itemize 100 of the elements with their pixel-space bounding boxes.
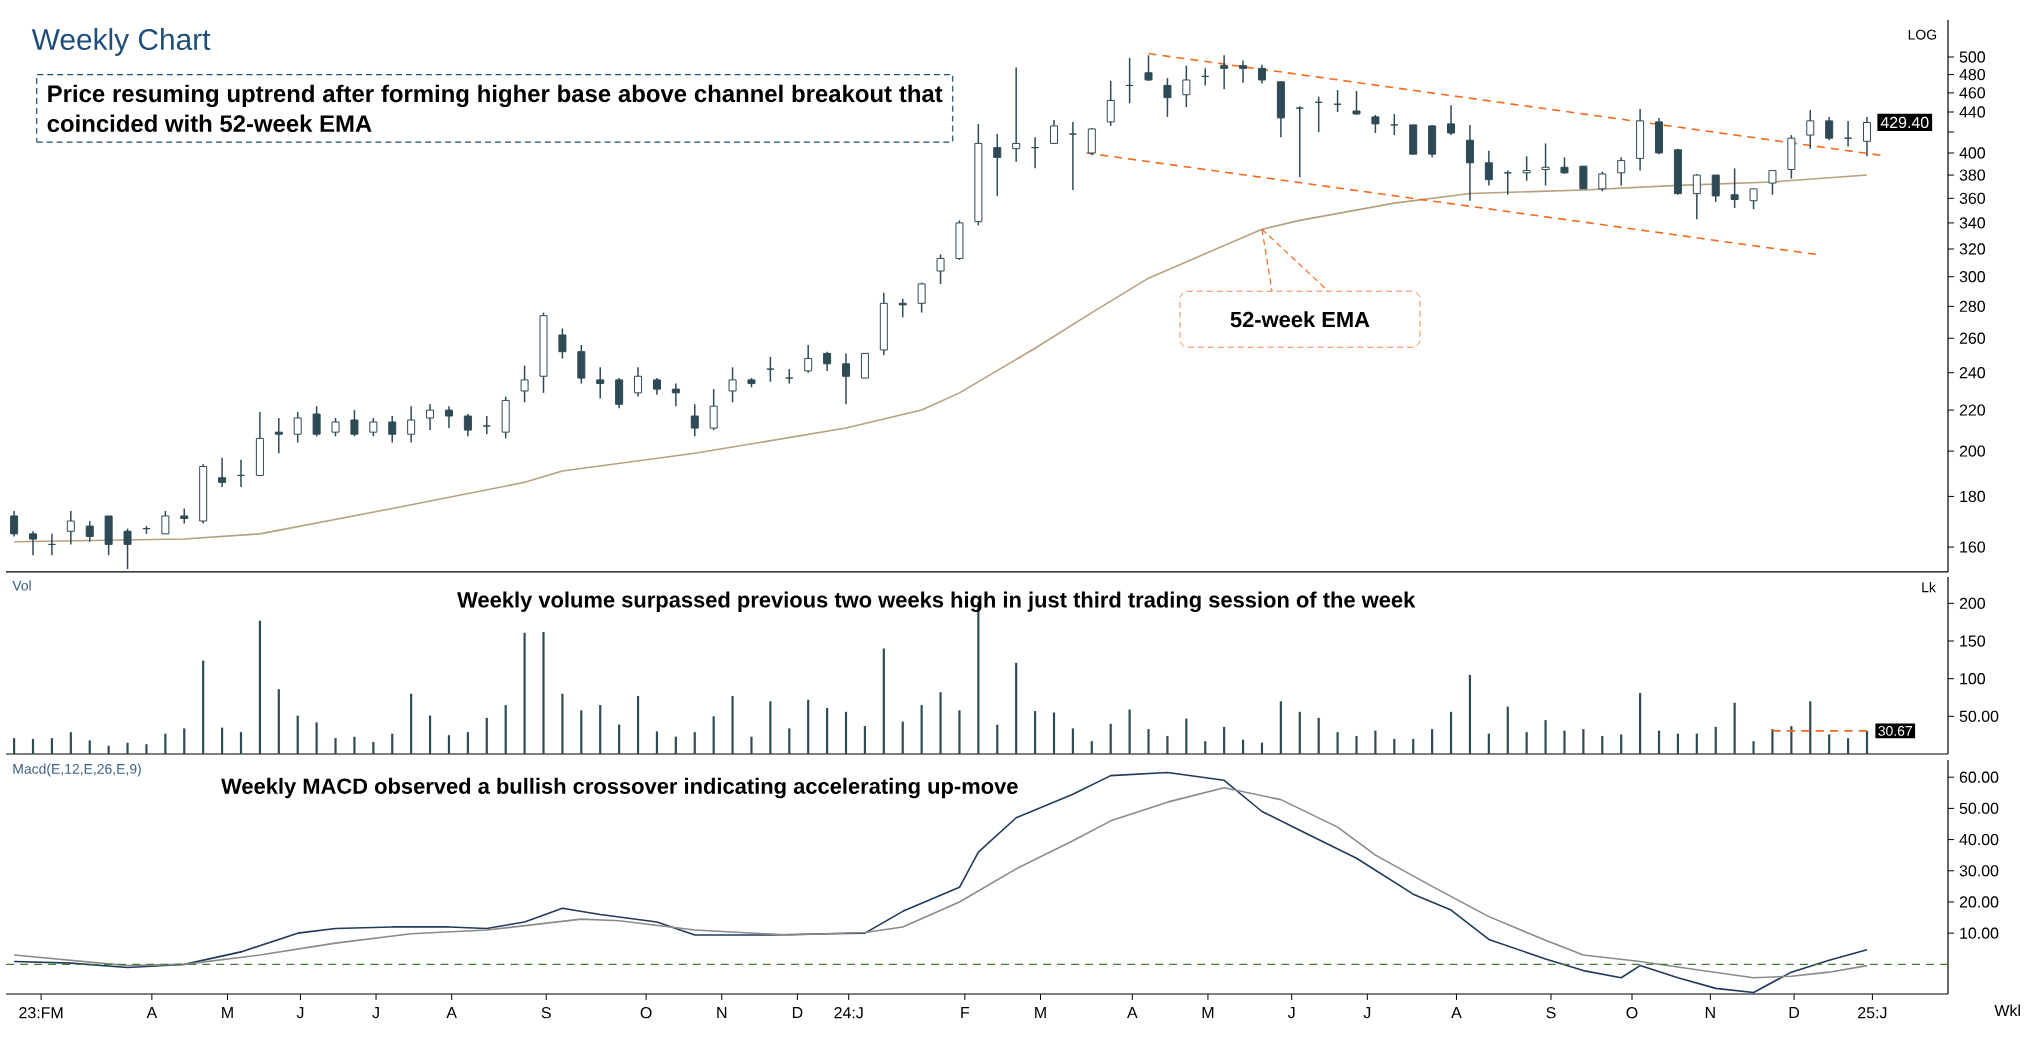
bar (1109, 723, 1112, 754)
candlestick (85, 520, 94, 543)
candlestick (1447, 104, 1456, 136)
bar (788, 728, 791, 754)
bar (258, 620, 261, 754)
bar (410, 693, 413, 754)
candlestick (388, 415, 397, 444)
bar (580, 710, 583, 754)
candlestick (1862, 116, 1871, 158)
x-tick-label: O (640, 1007, 652, 1019)
bar (145, 744, 148, 754)
candlestick (596, 366, 605, 400)
x-tick-label: D (1789, 1007, 1800, 1019)
bar (844, 711, 848, 754)
bar (1828, 734, 1831, 754)
candlestick (1106, 80, 1115, 127)
x-tick-label: M (1202, 1007, 1214, 1019)
bar (466, 732, 469, 754)
candlestick (1068, 121, 1077, 191)
candlestick (293, 411, 302, 444)
bar (618, 724, 621, 754)
bar (1241, 739, 1245, 754)
bar (315, 722, 318, 754)
bar (277, 689, 280, 754)
y-tick-label: 60.00 (1959, 771, 1999, 783)
bar (183, 728, 186, 754)
bar (712, 716, 715, 754)
bar (1298, 711, 1301, 754)
x-tick-label: M (1035, 1007, 1046, 1019)
x-tick-label: A (1127, 1007, 1138, 1019)
candlestick (369, 417, 378, 438)
candlestick (1749, 188, 1758, 210)
candlestick (1049, 119, 1058, 145)
bar (31, 738, 35, 754)
bar (1185, 718, 1188, 754)
bar (750, 736, 753, 754)
bar (1657, 730, 1661, 754)
x-tick-label: M (222, 1007, 233, 1019)
candlestick (1484, 150, 1493, 187)
candlestick (463, 413, 472, 438)
x-tick-label: J (1363, 1007, 1371, 1019)
y-tick-label: 100 (1960, 673, 1986, 685)
bar (296, 715, 299, 754)
x-tick-label: D (792, 1007, 803, 1019)
bar (1733, 702, 1736, 754)
candlestick (1711, 174, 1720, 203)
y-tick-label: 220 (1959, 404, 1986, 416)
candlestick (1012, 66, 1021, 163)
annotation: Weekly volume surpassed previous two weeks high in just third trading session of the week (457, 591, 1416, 613)
bar (1525, 732, 1528, 754)
y-tick-label: 50.00 (1959, 802, 1999, 815)
candlestick (350, 409, 359, 438)
y-tick-label: 200 (1959, 597, 1986, 609)
x-tick-label: S (1546, 1007, 1556, 1019)
bar (731, 696, 734, 754)
bar (447, 735, 451, 754)
bar (826, 708, 829, 754)
candlestick (690, 403, 699, 438)
bar (202, 660, 205, 754)
y-tick-label: 300 (1959, 271, 1986, 283)
y-tick-label: 200 (1959, 445, 1986, 457)
y-tick-label: 50.00 (1959, 710, 1999, 722)
candlestick (1692, 173, 1701, 220)
x-tick-label: J (372, 1007, 379, 1019)
y-tick-label: 320 (1959, 243, 1986, 255)
bar (1582, 729, 1585, 754)
bar (1033, 711, 1037, 754)
candlestick (1390, 113, 1399, 136)
bar (485, 717, 488, 754)
bar (1431, 729, 1434, 754)
bar (693, 732, 696, 754)
chart-title: Weekly Chart (31, 28, 211, 56)
x-tick-label: 24:J (834, 1007, 863, 1019)
x-tick-label: N (1705, 1007, 1715, 1019)
candlestick (1522, 155, 1531, 182)
bar (1506, 706, 1509, 754)
bar (1620, 734, 1623, 754)
bar (1846, 738, 1850, 754)
candlestick (274, 417, 283, 455)
candlestick (1730, 167, 1739, 209)
y-tick-label: 440 (1959, 106, 1986, 118)
bar (1128, 709, 1131, 754)
annotation: 52-week EMA (1230, 311, 1370, 328)
y-tick-label: 500 (1959, 51, 1986, 63)
candlestick (218, 456, 227, 488)
bar (239, 732, 243, 754)
bar (50, 738, 54, 754)
candlestick (123, 527, 132, 570)
bar (126, 742, 129, 754)
annotation: Price resuming uptrend after forming higher base above channel breakout that coincided with 52-week EMA (47, 84, 943, 133)
x-tick-label: A (446, 1007, 457, 1019)
y-tick-label: 480 (1959, 68, 1986, 81)
candlestick (671, 382, 680, 407)
candlestick (842, 352, 851, 406)
y-tick-label: 160 (1960, 541, 1986, 553)
bar (882, 648, 885, 754)
x-tick-label: J (296, 1007, 304, 1019)
x-tick-label: 23:FM (19, 1007, 63, 1019)
annotation: LOG (1908, 29, 1937, 40)
candlestick (558, 327, 567, 360)
